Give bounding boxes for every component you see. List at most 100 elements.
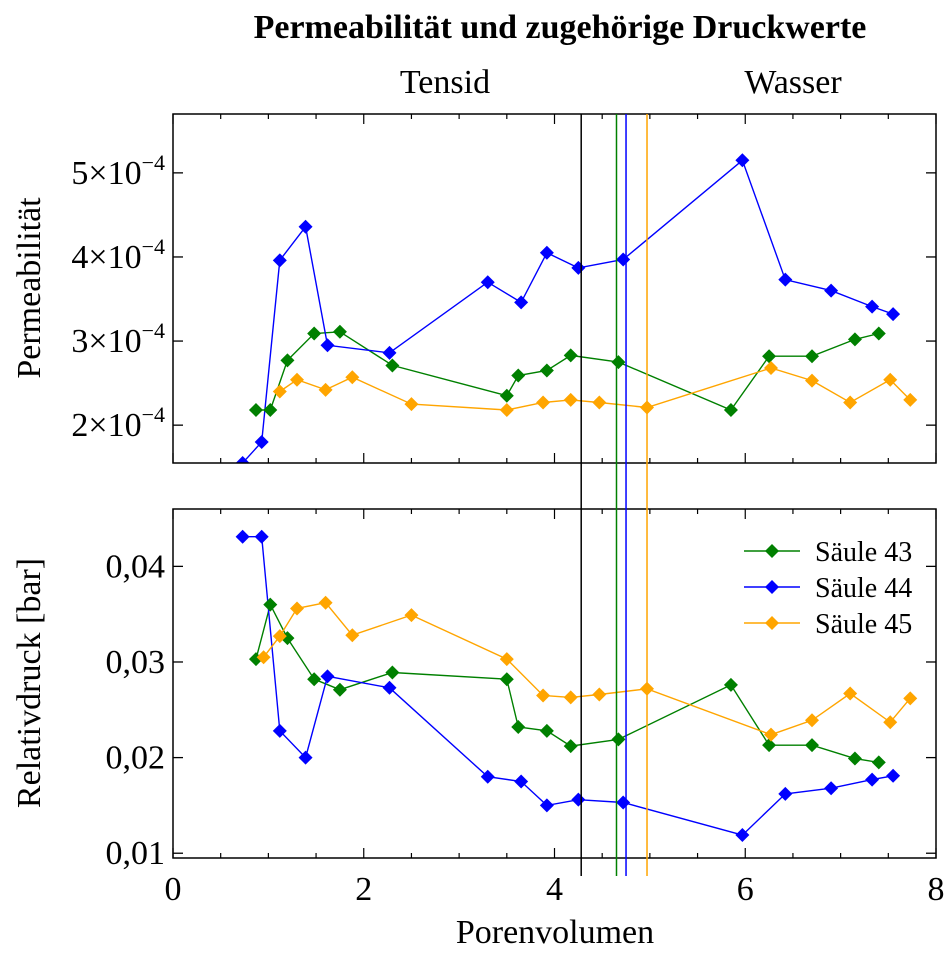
y-tick-label: 3×10−4 [71,318,165,360]
data-point-saeule-44-pressure [320,669,335,684]
pressure-panel: 0,01 0,02 0,03 0,04 Relativdruck [bar] [11,508,937,872]
data-point-saeule-43-permeability [805,349,820,364]
data-point-saeule-44-pressure [778,786,793,801]
data-point-saeule-45-pressure [764,727,779,742]
data-point-saeule-43-permeability [332,324,347,339]
y-tick-label: 5×10−4 [71,150,165,192]
data-point-saeule-43-permeability [762,349,777,364]
permeability-axis-ticks: 2×10−4 3×10−4 4×10−4 5×10−4 [71,114,937,463]
data-point-saeule-43-permeability [385,358,400,373]
data-point-saeule-44-permeability [235,456,250,463]
data-point-saeule-45-permeability [843,395,858,410]
x-tick-label: 0 [165,871,182,908]
data-point-saeule-45-pressure [536,688,551,703]
data-point-saeule-43-permeability [307,326,322,341]
permeability-panel: 2×10−4 3×10−4 4×10−4 5×10−4 Permeabilität [11,113,937,464]
data-point-saeule-45-permeability [536,395,551,410]
x-tick-label: 6 [737,871,754,908]
data-point-saeule-43-pressure [805,738,820,753]
data-point-saeule-44-pressure [272,723,287,738]
y-tick-label: 0,03 [106,644,166,681]
data-point-saeule-45-permeability [563,392,578,407]
data-point-saeule-44-permeability [382,345,397,360]
data-point-saeule-44-permeability [480,275,495,290]
y-tick-label: 0,01 [106,835,166,872]
data-point-saeule-45-permeability [404,397,419,412]
data-point-saeule-45-permeability [318,382,333,397]
data-point-saeule-45-permeability [289,372,304,387]
data-point-saeule-45-pressure [903,691,918,706]
data-point-saeule-45-pressure [404,608,419,623]
data-point-saeule-44-permeability [514,295,529,310]
data-point-saeule-43-permeability [847,332,862,347]
data-point-saeule-43-pressure [263,597,278,612]
chart-title: Permeabilität und zugehörige Druckwerte [254,9,867,46]
data-point-saeule-45-permeability [592,395,607,410]
data-point-saeule-45-permeability [272,384,287,399]
data-point-saeule-43-pressure [762,738,777,753]
series-line-saeule-45-pressure [263,601,911,736]
x-axis-label: Porenvolumen [456,914,654,951]
data-point-saeule-45-pressure [345,628,360,643]
x-tick-label: 8 [928,871,945,908]
region-label-wasser: Wasser [744,64,842,101]
data-point-saeule-45-pressure [499,652,514,667]
data-point-saeule-43-pressure [332,682,347,697]
y-tick-label: 0,04 [106,548,166,585]
pressure-series-lines [242,536,911,836]
data-point-saeule-43-pressure [847,751,862,766]
data-point-saeule-44-pressure [886,768,901,783]
data-point-saeule-43-permeability [280,353,295,368]
data-point-saeule-43-permeability [511,368,526,383]
legend-label-saeule-44: Säule 44 [815,573,912,604]
data-point-saeule-43-pressure [539,723,554,738]
data-point-saeule-43-permeability [248,403,263,418]
permeability-series-lines [242,159,911,463]
data-point-saeule-43-permeability [263,403,278,418]
data-point-saeule-44-pressure [382,680,397,695]
region-label-tensid: Tensid [400,64,490,101]
data-point-saeule-44-pressure [539,798,554,813]
data-point-saeule-45-pressure [256,650,271,665]
data-point-saeule-43-permeability [723,403,738,418]
data-point-saeule-44-pressure [865,772,880,787]
data-point-saeule-44-pressure [571,792,586,807]
data-point-saeule-44-permeability [735,153,750,168]
x-axis-ticks: 0 2 4 6 8 [165,871,945,908]
permeability-series-markers [235,153,918,463]
data-point-saeule-44-permeability [571,260,586,275]
data-point-saeule-44-permeability [298,219,313,234]
data-point-saeule-45-pressure [592,687,607,702]
data-point-saeule-45-permeability [903,392,918,407]
y-axis-label-permeability: Permeabilität [11,197,48,379]
data-point-saeule-44-pressure [735,828,750,843]
phase-boundary-lines [580,114,648,876]
series-line-saeule-44-pressure [242,536,894,836]
legend-label-saeule-43: Säule 43 [815,537,912,568]
legend-label-saeule-45: Säule 45 [815,609,912,640]
data-point-saeule-45-pressure [563,690,578,705]
data-point-saeule-45-pressure [289,601,304,616]
legend-marker-saeule-43 [765,544,779,558]
data-point-saeule-45-permeability [805,373,820,388]
data-point-saeule-44-permeability [824,283,839,298]
data-point-saeule-43-permeability [871,326,886,341]
data-point-saeule-45-permeability [499,403,514,418]
y-tick-label: 4×10−4 [71,234,165,276]
data-point-saeule-43-pressure [871,755,886,770]
data-point-saeule-43-permeability [611,355,626,370]
data-point-saeule-44-pressure [824,781,839,796]
series-line-saeule-44-permeability [242,159,894,463]
data-point-saeule-44-pressure [616,795,631,810]
data-point-saeule-44-pressure [480,769,495,784]
data-point-saeule-45-permeability [883,372,898,387]
data-point-saeule-45-permeability [764,360,779,375]
data-point-saeule-45-pressure [883,715,898,730]
data-point-saeule-43-permeability [563,348,578,363]
data-point-saeule-43-pressure [511,720,526,735]
data-point-saeule-45-permeability [345,370,360,385]
data-point-saeule-44-permeability [539,245,554,260]
data-point-saeule-44-permeability [320,338,335,353]
data-point-saeule-44-pressure [298,750,313,765]
